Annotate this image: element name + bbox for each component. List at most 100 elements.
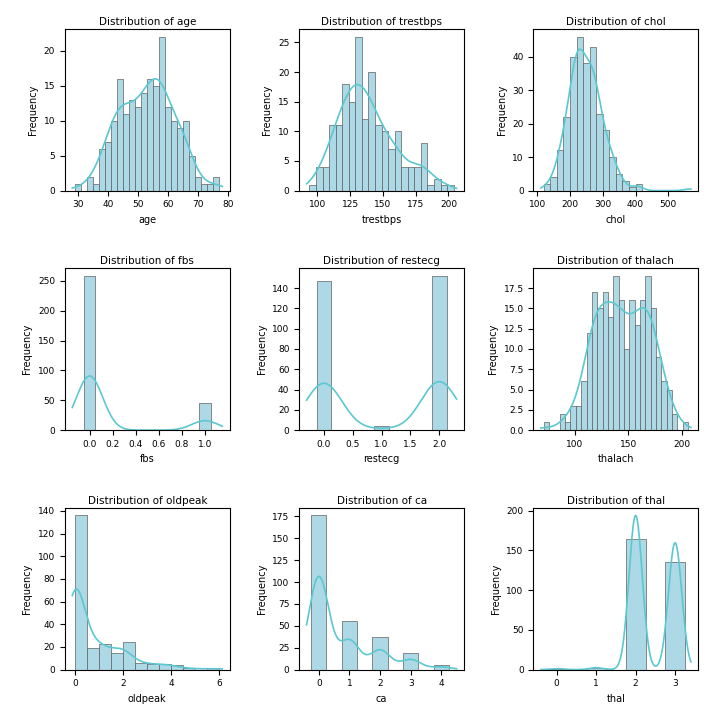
Title: Distribution of thal: Distribution of thal bbox=[567, 495, 665, 505]
Bar bbox=[586, 668, 606, 670]
Bar bbox=[629, 300, 634, 430]
Bar bbox=[177, 127, 184, 191]
Bar bbox=[546, 669, 567, 670]
Bar bbox=[202, 184, 207, 191]
Bar bbox=[651, 308, 656, 430]
Bar bbox=[135, 107, 141, 191]
Bar bbox=[401, 167, 408, 191]
Bar bbox=[564, 117, 570, 191]
Bar bbox=[433, 665, 449, 670]
Bar bbox=[590, 47, 596, 191]
Title: Distribution of oldpeak: Distribution of oldpeak bbox=[88, 495, 207, 505]
Bar bbox=[557, 150, 564, 191]
Bar bbox=[395, 131, 401, 191]
Y-axis label: Frequency: Frequency bbox=[497, 84, 507, 135]
Y-axis label: Frequency: Frequency bbox=[491, 564, 501, 614]
Bar bbox=[618, 300, 624, 430]
Bar bbox=[195, 176, 202, 191]
Y-axis label: Frequency: Frequency bbox=[262, 84, 272, 135]
Title: Distribution of thalach: Distribution of thalach bbox=[557, 256, 675, 266]
Bar bbox=[665, 562, 685, 670]
Bar bbox=[428, 185, 434, 191]
Bar bbox=[207, 668, 220, 670]
Bar bbox=[84, 276, 95, 430]
Bar bbox=[550, 177, 557, 191]
Bar bbox=[112, 652, 123, 670]
Bar bbox=[323, 167, 329, 191]
Y-axis label: Frequency: Frequency bbox=[22, 564, 32, 614]
Title: Distribution of trestbps: Distribution of trestbps bbox=[321, 17, 442, 27]
Bar bbox=[408, 167, 415, 191]
Bar bbox=[141, 93, 148, 191]
Bar bbox=[148, 664, 159, 670]
Bar bbox=[616, 174, 623, 191]
Bar bbox=[592, 292, 597, 430]
Bar bbox=[342, 621, 357, 670]
Bar bbox=[581, 382, 587, 430]
Bar bbox=[362, 120, 369, 191]
Bar bbox=[99, 148, 105, 191]
Bar bbox=[123, 642, 135, 670]
Title: Distribution of restecg: Distribution of restecg bbox=[323, 256, 440, 266]
Bar bbox=[130, 99, 135, 191]
Bar bbox=[624, 349, 629, 430]
Bar bbox=[583, 63, 590, 191]
Bar bbox=[683, 422, 688, 430]
Bar bbox=[189, 156, 195, 191]
Bar bbox=[87, 648, 99, 670]
Bar bbox=[415, 167, 421, 191]
Bar bbox=[213, 176, 220, 191]
Bar bbox=[570, 57, 577, 191]
Bar bbox=[645, 276, 651, 430]
Title: Distribution of chol: Distribution of chol bbox=[566, 17, 666, 27]
Bar bbox=[112, 120, 117, 191]
Bar bbox=[560, 414, 565, 430]
Bar bbox=[348, 102, 356, 191]
Bar bbox=[99, 644, 112, 670]
Bar bbox=[570, 406, 576, 430]
Bar bbox=[135, 663, 148, 670]
Bar bbox=[123, 114, 130, 191]
Bar bbox=[316, 167, 323, 191]
Y-axis label: Frequency: Frequency bbox=[28, 84, 38, 135]
Bar bbox=[311, 516, 326, 670]
Bar bbox=[374, 426, 389, 430]
Bar bbox=[421, 143, 428, 191]
Bar bbox=[403, 653, 418, 670]
X-axis label: ca: ca bbox=[376, 694, 387, 704]
Bar bbox=[597, 308, 603, 430]
Bar bbox=[184, 120, 189, 191]
Bar bbox=[336, 125, 342, 191]
Bar bbox=[148, 78, 153, 191]
Bar bbox=[153, 86, 159, 191]
Bar bbox=[565, 422, 570, 430]
Title: Distribution of ca: Distribution of ca bbox=[336, 495, 427, 505]
Y-axis label: Frequency: Frequency bbox=[256, 564, 266, 614]
Bar bbox=[375, 125, 382, 191]
Bar bbox=[75, 184, 81, 191]
Title: Distribution of age: Distribution of age bbox=[99, 17, 196, 27]
Bar bbox=[432, 276, 446, 430]
Bar bbox=[629, 187, 636, 191]
X-axis label: trestbps: trestbps bbox=[361, 215, 402, 225]
Bar bbox=[317, 281, 331, 430]
Title: Distribution of fbs: Distribution of fbs bbox=[100, 256, 194, 266]
X-axis label: thalach: thalach bbox=[598, 454, 634, 464]
Bar bbox=[587, 333, 592, 430]
X-axis label: restecg: restecg bbox=[364, 454, 400, 464]
Bar bbox=[159, 664, 171, 670]
Bar bbox=[603, 130, 609, 191]
Bar bbox=[75, 516, 87, 670]
Bar bbox=[171, 120, 177, 191]
X-axis label: oldpeak: oldpeak bbox=[128, 694, 166, 704]
Bar bbox=[626, 539, 646, 670]
Bar bbox=[576, 406, 581, 430]
Bar bbox=[544, 422, 549, 430]
Bar bbox=[310, 185, 316, 191]
Bar bbox=[608, 317, 613, 430]
Bar bbox=[656, 357, 661, 430]
Bar bbox=[171, 665, 184, 670]
Bar bbox=[441, 185, 447, 191]
Bar bbox=[636, 184, 642, 191]
X-axis label: chol: chol bbox=[606, 215, 626, 225]
